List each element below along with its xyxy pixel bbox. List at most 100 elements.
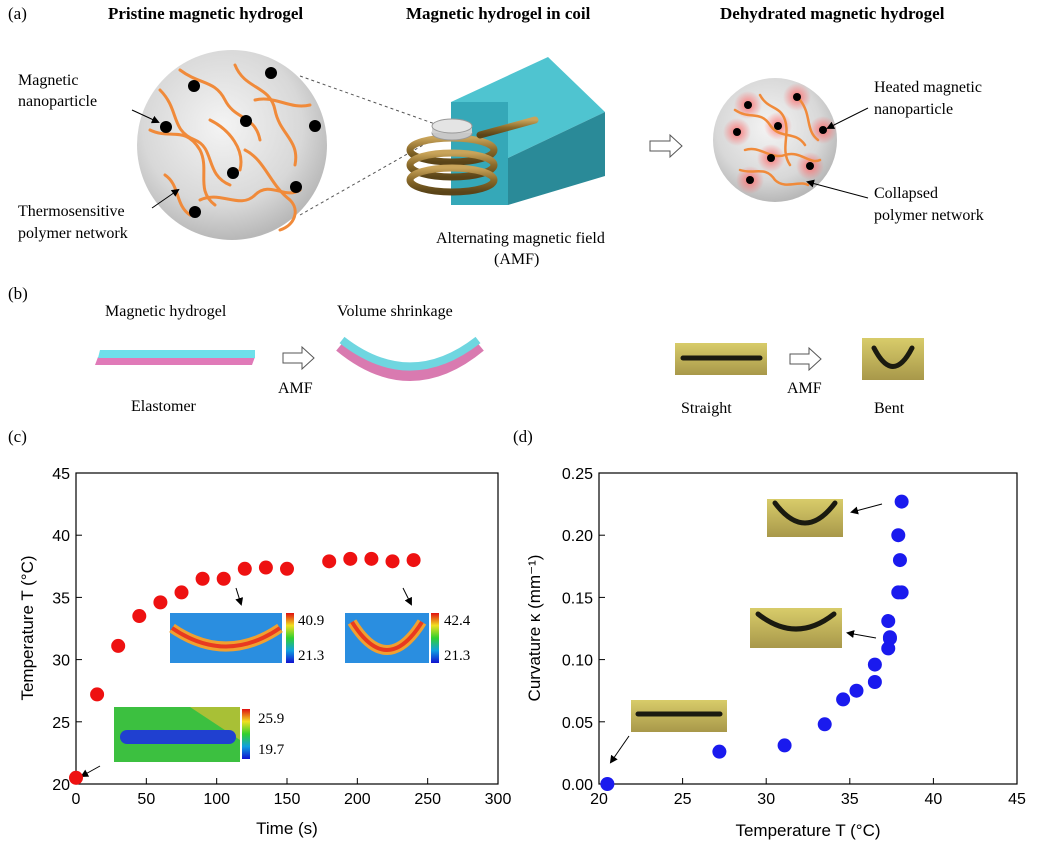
chart-d-xtick-label: 40	[925, 791, 943, 808]
chart-d-point	[867, 674, 882, 689]
label-amf-b2: AMF	[787, 380, 822, 397]
chart-c-point	[364, 551, 379, 566]
chart-c-point	[237, 561, 252, 576]
chart-c-ylabel: Temperature T (°C)	[18, 555, 37, 700]
chart-d-point	[867, 657, 882, 672]
chart-c-xtick-label: 100	[203, 791, 230, 808]
chart-c-xtick-label: 150	[274, 791, 301, 808]
inset2-min: 21.3	[298, 648, 324, 664]
chart-c-point	[90, 687, 105, 702]
chart-c-xtick-label: 200	[344, 791, 371, 808]
chart-d-xtick-label: 20	[590, 791, 608, 808]
label-heated-np: nanoparticle	[874, 101, 953, 118]
chart-c-point	[322, 554, 337, 569]
chart-d-xtick-label: 30	[757, 791, 775, 808]
chart-d-xtick-label: 45	[1008, 791, 1026, 808]
label-volume-shrinkage: Volume shrinkage	[337, 303, 453, 320]
chart-c-ytick-label: 35	[52, 590, 70, 607]
label-heated: Heated magnetic	[874, 79, 982, 96]
chart-d-point	[836, 692, 851, 707]
thermal-inset-initial: 25.9 19.7	[114, 707, 285, 762]
chart-d-point	[600, 777, 615, 791]
chart-d-ytick-label: 0.05	[562, 715, 593, 732]
panel-d-label: (d)	[513, 427, 533, 446]
label-polymer-network: polymer network	[18, 225, 128, 242]
title-dehydrated: Dehydrated magnetic hydrogel	[720, 4, 945, 23]
chart-c-point	[174, 585, 189, 600]
chart-c-point	[406, 553, 421, 568]
photo-inset-flat	[631, 700, 727, 732]
chart-d-point	[882, 630, 897, 645]
chart-d-point	[894, 585, 909, 600]
label-amf-b1: AMF	[278, 380, 313, 397]
chart-d-point	[891, 528, 906, 543]
chart-c-ytick-label: 20	[52, 777, 70, 794]
panel-c-label: (c)	[8, 427, 27, 446]
chart-c-point	[132, 609, 147, 624]
label-straight: Straight	[681, 400, 732, 417]
label-magnetic-hydrogel: Magnetic hydrogel	[105, 303, 227, 320]
thermal-inset-mid: 40.9 21.3	[169, 613, 324, 664]
pristine-hydrogel-sphere	[137, 50, 327, 240]
inset3-min: 21.3	[444, 648, 470, 664]
chart-d-ytick-label: 0.20	[562, 528, 593, 545]
chart-d-point	[892, 553, 907, 568]
inset3-max: 42.4	[444, 613, 471, 629]
inset1-min: 19.7	[258, 742, 285, 758]
title-pristine: Pristine magnetic hydrogel	[108, 4, 303, 23]
process-arrow-a	[649, 133, 683, 159]
chart-c-xlabel: Time (s)	[256, 819, 318, 838]
chart-c-ytick-label: 30	[52, 653, 70, 670]
chart-c-xtick-label: 250	[414, 791, 441, 808]
chart-d-point	[777, 738, 792, 753]
process-arrow-b2	[789, 346, 822, 372]
chart-c-point	[216, 571, 231, 586]
label-amf-line2: (AMF)	[494, 251, 539, 268]
chart-d-ytick-label: 0.00	[562, 777, 593, 794]
photo-straight	[675, 343, 767, 375]
chart-c-point	[385, 554, 400, 569]
title-coil: Magnetic hydrogel in coil	[406, 4, 591, 23]
thermal-inset-final: 42.4 21.3	[345, 613, 471, 664]
label-bent: Bent	[874, 400, 905, 417]
chart-d-xlabel: Temperature T (°C)	[735, 821, 880, 840]
chart-d-point	[817, 717, 832, 732]
chart-d-point	[894, 494, 909, 509]
chart-c-point	[153, 595, 168, 610]
photo-inset-bent	[767, 499, 843, 537]
label-amf-line1: Alternating magnetic field	[436, 230, 605, 247]
coil-apparatus	[406, 57, 605, 205]
chart-d-ytick-label: 0.25	[562, 466, 593, 483]
chart-d-ytick-label: 0.10	[562, 653, 593, 670]
label-nanoparticle: nanoparticle	[18, 93, 97, 110]
label-thermosensitive: Thermosensitive	[18, 203, 125, 220]
label-elastomer: Elastomer	[131, 398, 197, 415]
chart-d-xtick-label: 25	[674, 791, 692, 808]
chart-c-point	[111, 638, 126, 653]
process-arrow-b1	[282, 345, 315, 371]
bilayer-bent	[336, 336, 484, 381]
photo-inset-mid	[750, 608, 842, 648]
photo-bent	[862, 338, 924, 380]
dehydrated-hydrogel-sphere	[713, 78, 837, 202]
label-collapsed: Collapsed	[874, 185, 938, 202]
chart-d-point	[849, 683, 864, 698]
inset2-max: 40.9	[298, 613, 324, 629]
panel-a-label: (a)	[8, 4, 27, 23]
chart-c-point	[280, 561, 294, 576]
inset1-max: 25.9	[258, 711, 284, 727]
chart-c-xtick-label: 50	[137, 791, 155, 808]
curvature-vs-temperature-chart: 20 25 30 35 40 45 0.00 0.05 0.10 0.15 0.20 0.25 Tem…	[525, 466, 1026, 840]
chart-c-xtick-label: 300	[485, 791, 512, 808]
panel-b-label: (b)	[8, 284, 28, 303]
chart-d-ylabel: Curvature κ (mm⁻¹)	[525, 555, 544, 702]
chart-c-point	[195, 571, 210, 586]
chart-c-ytick-label: 25	[52, 715, 70, 732]
chart-d-point	[881, 614, 896, 629]
chart-c-point	[69, 770, 83, 785]
label-collapsed-network: polymer network	[874, 207, 984, 224]
chart-d-frame	[598, 472, 1018, 785]
chart-c-xtick-label: 0	[72, 791, 81, 808]
chart-c-point	[258, 560, 273, 575]
